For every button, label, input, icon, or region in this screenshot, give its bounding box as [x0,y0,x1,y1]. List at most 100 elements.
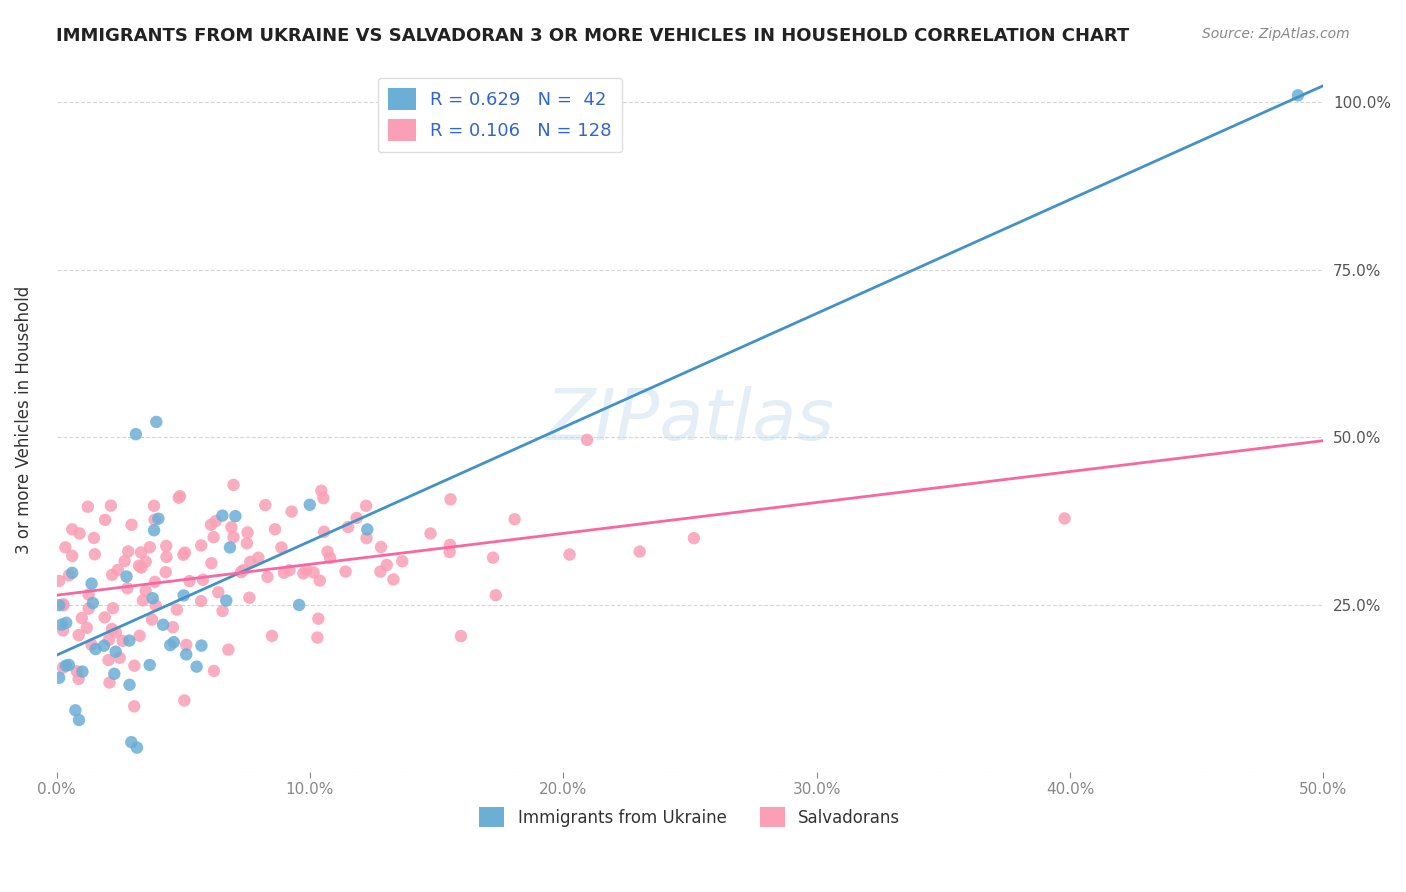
Point [503,512,526,526]
Point [236,525,259,540]
Point [163,635,186,649]
Point [77,601,100,615]
Point [111,633,134,648]
Point [67,672,90,686]
Point [145,415,167,429]
Point [83,531,105,545]
Point [52,597,75,611]
Point [80,576,103,591]
Point [114,554,136,568]
Point [221,520,243,534]
Point [152,617,174,632]
Point [292,566,315,581]
Point [1053,511,1076,525]
Point [69,526,91,541]
Point [135,555,157,569]
Point [337,520,360,534]
Point [174,638,197,652]
Point [260,629,283,643]
Point [55,658,77,673]
Point [48,574,70,588]
Point [101,601,124,615]
Point [83,547,105,561]
Point [173,589,195,603]
Point [52,599,75,613]
Point [419,526,441,541]
Point [312,491,335,506]
Point [162,620,184,634]
Point [295,563,318,577]
Point [142,591,165,606]
Point [53,541,76,555]
Point [273,566,295,580]
Point [270,541,292,555]
Point [190,538,212,552]
Point [120,735,142,749]
Point [139,540,162,554]
Point [66,664,89,678]
Point [174,648,197,662]
Point [382,573,405,587]
Text: IMMIGRANTS FROM UKRAINE VS SALVADORAN 3 OR MORE VEHICLES IN HOUSEHOLD CORRELATIO: IMMIGRANTS FROM UKRAINE VS SALVADORAN 3 … [56,27,1129,45]
Text: Source: ZipAtlas.com: Source: ZipAtlas.com [1202,27,1350,41]
Point [224,509,246,524]
Point [191,573,214,587]
Point [117,582,139,596]
Point [169,489,191,503]
Point [174,546,197,560]
Point [48,598,70,612]
Point [98,675,121,690]
Point [135,583,157,598]
Point [375,558,398,572]
Point [298,498,321,512]
Point [278,563,301,577]
Point [628,544,651,558]
Point [232,563,254,577]
Point [222,530,245,544]
Point [356,523,378,537]
Point [307,612,329,626]
Point [439,492,461,507]
Point [219,541,242,555]
Point [155,565,177,579]
Point [204,514,226,528]
Point [346,511,368,525]
Point [143,513,166,527]
Point [104,625,127,640]
Point [311,483,333,498]
Point [211,604,233,618]
Point [100,499,122,513]
Point [104,645,127,659]
Point [148,511,170,525]
Point [132,593,155,607]
Point [76,621,98,635]
Point [264,522,287,536]
Point [84,642,107,657]
Point [82,596,104,610]
Point [125,740,148,755]
Point [335,565,357,579]
Point [354,499,377,513]
Point [101,622,124,636]
Point [128,558,150,573]
Point [108,650,131,665]
Point [107,563,129,577]
Point [97,653,120,667]
Point [202,664,225,678]
Point [256,570,278,584]
Point [58,657,80,672]
Point [190,594,212,608]
Point [207,585,229,599]
Point [236,536,259,550]
Point [77,588,100,602]
Point [93,639,115,653]
Point [200,517,222,532]
Point [52,624,75,638]
Point [124,658,146,673]
Point [143,574,166,589]
Point [217,642,239,657]
Point [118,678,141,692]
Point [94,513,117,527]
Point [118,633,141,648]
Point [129,545,152,559]
